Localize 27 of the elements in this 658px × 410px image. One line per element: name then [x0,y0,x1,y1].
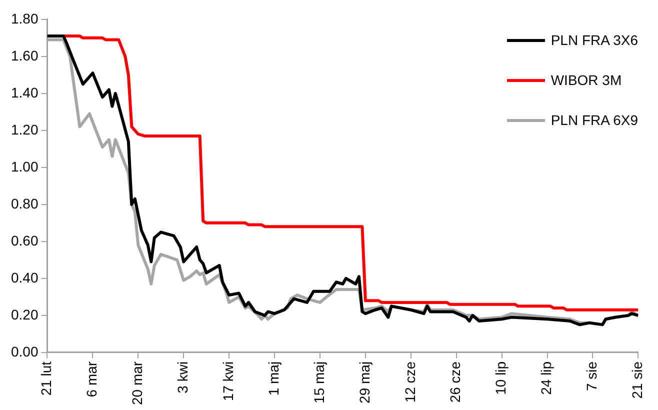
y-tick-label: 1.80 [11,10,38,26]
x-tick-label: 3 kwi [174,361,190,394]
y-tick-label: 0.40 [11,269,38,286]
y-tick-label: 0.00 [11,343,38,360]
x-tick-label: 6 mar [84,361,100,398]
y-tick-label: 1.00 [11,158,38,174]
x-tick-label: 17 kwi [220,361,236,402]
legend-label: PLN FRA 6X9 [550,112,638,128]
y-tick-label: 0.20 [11,306,38,322]
x-tick-label: 10 lip [492,361,509,395]
x-tick-label: 21 sie [629,361,646,399]
x-tick-label: 1 maj [265,361,282,396]
x-tick-label: 26 cze [447,361,464,403]
x-tick-label: 29 maj [356,361,372,404]
x-tick-label: 12 cze [402,361,418,403]
y-tick-label: 0.80 [11,195,38,212]
x-tick-label: 24 lip [538,361,554,395]
y-tick-label: 1.40 [11,84,38,100]
x-tick-label: 7 sie [584,361,600,392]
legend-label: WIBOR 3M [550,72,622,88]
y-tick-label: 1.20 [11,121,38,138]
y-tick-label: 1.60 [11,47,38,64]
x-tick-label: 15 maj [310,361,327,404]
x-tick-label: 20 mar [129,361,146,406]
x-tick-label: 21 lut [38,361,54,396]
y-tick-label: 0.60 [11,232,38,248]
legend-label: PLN FRA 3X6 [550,32,638,48]
